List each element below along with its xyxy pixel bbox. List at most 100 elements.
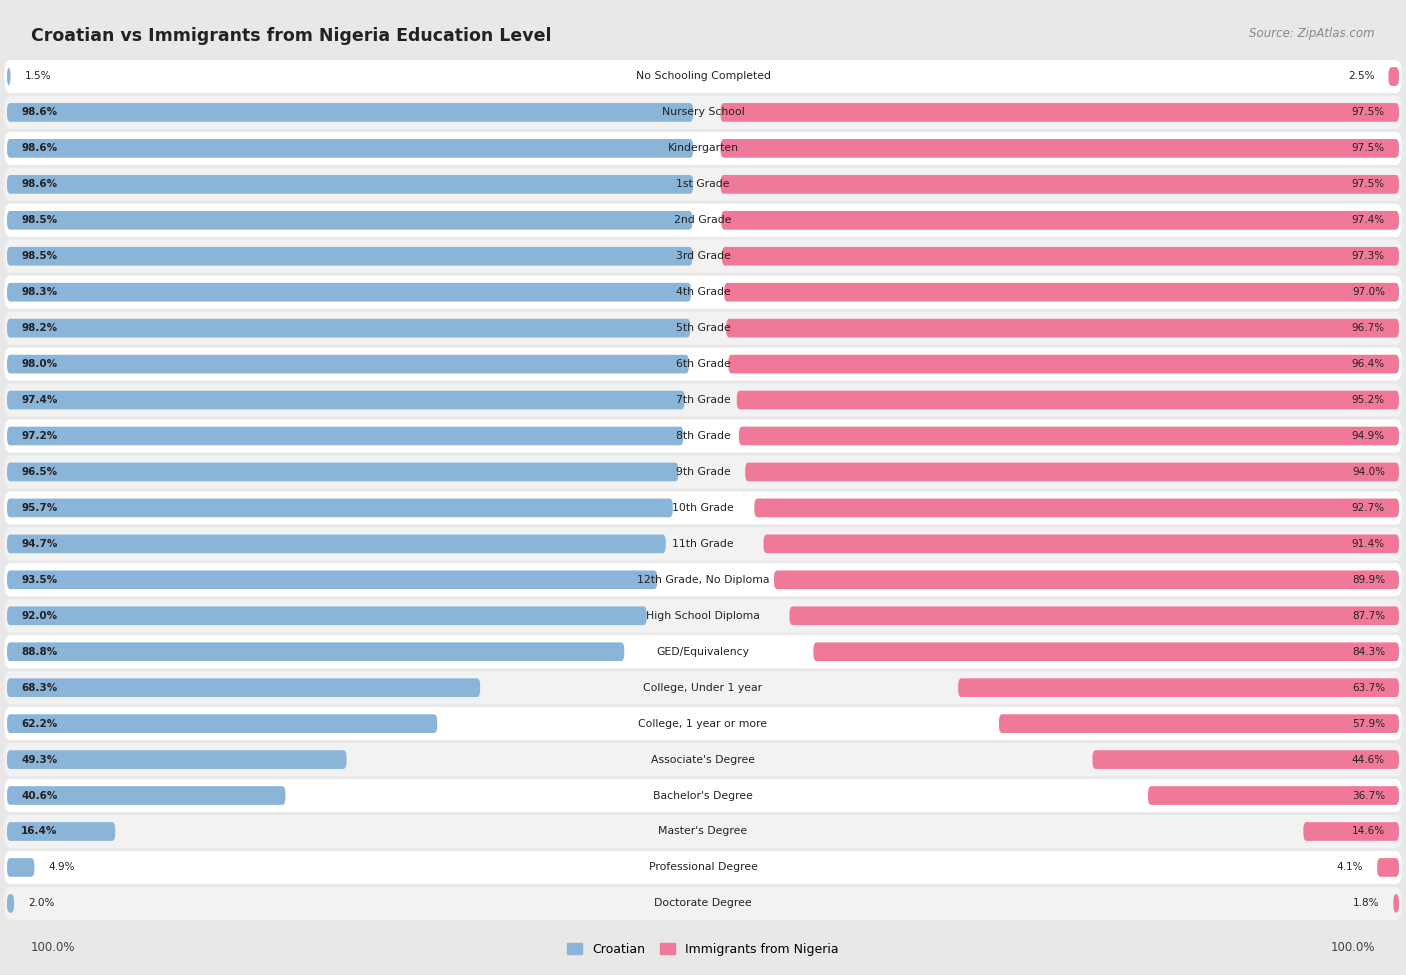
FancyBboxPatch shape	[4, 743, 1402, 776]
Text: Master's Degree: Master's Degree	[658, 827, 748, 837]
Text: 98.2%: 98.2%	[21, 323, 58, 333]
Text: 11th Grade: 11th Grade	[672, 539, 734, 549]
FancyBboxPatch shape	[740, 427, 1399, 446]
Text: 97.4%: 97.4%	[1351, 215, 1385, 225]
FancyBboxPatch shape	[7, 715, 437, 733]
FancyBboxPatch shape	[7, 283, 692, 301]
FancyBboxPatch shape	[4, 96, 1402, 129]
Text: 94.0%: 94.0%	[1353, 467, 1385, 477]
FancyBboxPatch shape	[721, 139, 1399, 158]
FancyBboxPatch shape	[7, 427, 683, 446]
Text: 36.7%: 36.7%	[1351, 791, 1385, 800]
Text: 1.8%: 1.8%	[1353, 898, 1379, 909]
FancyBboxPatch shape	[7, 462, 678, 482]
Text: 84.3%: 84.3%	[1351, 646, 1385, 657]
FancyBboxPatch shape	[775, 570, 1399, 589]
Text: 98.6%: 98.6%	[21, 107, 58, 117]
FancyBboxPatch shape	[959, 679, 1399, 697]
Text: 98.6%: 98.6%	[21, 179, 58, 189]
Text: 12th Grade, No Diploma: 12th Grade, No Diploma	[637, 575, 769, 585]
FancyBboxPatch shape	[4, 851, 1402, 884]
FancyBboxPatch shape	[721, 175, 1399, 194]
Text: GED/Equivalency: GED/Equivalency	[657, 646, 749, 657]
FancyBboxPatch shape	[7, 858, 35, 877]
FancyBboxPatch shape	[4, 455, 1402, 488]
FancyBboxPatch shape	[7, 570, 658, 589]
Text: 97.5%: 97.5%	[1351, 143, 1385, 153]
Text: 96.5%: 96.5%	[21, 467, 58, 477]
FancyBboxPatch shape	[4, 204, 1402, 237]
Text: Kindergarten: Kindergarten	[668, 143, 738, 153]
Text: 96.7%: 96.7%	[1351, 323, 1385, 333]
FancyBboxPatch shape	[4, 347, 1402, 380]
FancyBboxPatch shape	[7, 211, 693, 230]
Text: 14.6%: 14.6%	[1351, 827, 1385, 837]
Text: 16.4%: 16.4%	[21, 827, 58, 837]
Text: 10th Grade: 10th Grade	[672, 503, 734, 513]
Text: 87.7%: 87.7%	[1351, 610, 1385, 621]
Text: 3rd Grade: 3rd Grade	[675, 252, 731, 261]
FancyBboxPatch shape	[745, 462, 1399, 482]
Text: Bachelor's Degree: Bachelor's Degree	[652, 791, 754, 800]
Text: 2nd Grade: 2nd Grade	[675, 215, 731, 225]
FancyBboxPatch shape	[7, 679, 481, 697]
Text: 40.6%: 40.6%	[21, 791, 58, 800]
Text: 97.3%: 97.3%	[1351, 252, 1385, 261]
FancyBboxPatch shape	[7, 822, 115, 840]
Text: 68.3%: 68.3%	[21, 682, 58, 692]
Text: 6th Grade: 6th Grade	[676, 359, 730, 370]
FancyBboxPatch shape	[4, 600, 1402, 633]
FancyBboxPatch shape	[7, 786, 285, 805]
Text: 93.5%: 93.5%	[21, 575, 58, 585]
Text: No Schooling Completed: No Schooling Completed	[636, 71, 770, 82]
Text: 98.5%: 98.5%	[21, 215, 58, 225]
FancyBboxPatch shape	[1389, 67, 1399, 86]
Text: 57.9%: 57.9%	[1351, 719, 1385, 728]
FancyBboxPatch shape	[1378, 858, 1399, 877]
FancyBboxPatch shape	[724, 283, 1399, 301]
Text: 89.9%: 89.9%	[1351, 575, 1385, 585]
FancyBboxPatch shape	[1092, 750, 1399, 769]
FancyBboxPatch shape	[1303, 822, 1399, 840]
FancyBboxPatch shape	[7, 67, 11, 86]
FancyBboxPatch shape	[7, 319, 690, 337]
Text: 2.5%: 2.5%	[1348, 71, 1375, 82]
FancyBboxPatch shape	[7, 750, 347, 769]
Text: 44.6%: 44.6%	[1351, 755, 1385, 764]
FancyBboxPatch shape	[721, 211, 1399, 230]
FancyBboxPatch shape	[7, 894, 14, 913]
FancyBboxPatch shape	[7, 355, 689, 373]
FancyBboxPatch shape	[998, 715, 1399, 733]
Text: High School Diploma: High School Diploma	[647, 610, 759, 621]
Text: 100.0%: 100.0%	[1330, 941, 1375, 955]
FancyBboxPatch shape	[4, 240, 1402, 273]
FancyBboxPatch shape	[790, 606, 1399, 625]
Text: College, 1 year or more: College, 1 year or more	[638, 719, 768, 728]
Text: 95.7%: 95.7%	[21, 503, 58, 513]
FancyBboxPatch shape	[4, 383, 1402, 416]
Text: 98.5%: 98.5%	[21, 252, 58, 261]
Text: 4.9%: 4.9%	[48, 863, 75, 873]
Text: 4.1%: 4.1%	[1337, 863, 1364, 873]
Text: 92.0%: 92.0%	[21, 610, 58, 621]
Text: 88.8%: 88.8%	[21, 646, 58, 657]
FancyBboxPatch shape	[1393, 894, 1399, 913]
FancyBboxPatch shape	[4, 491, 1402, 525]
FancyBboxPatch shape	[754, 498, 1399, 518]
FancyBboxPatch shape	[4, 671, 1402, 704]
Text: 91.4%: 91.4%	[1351, 539, 1385, 549]
FancyBboxPatch shape	[4, 779, 1402, 812]
Text: 49.3%: 49.3%	[21, 755, 58, 764]
FancyBboxPatch shape	[4, 276, 1402, 309]
Text: College, Under 1 year: College, Under 1 year	[644, 682, 762, 692]
Text: 4th Grade: 4th Grade	[676, 288, 730, 297]
Text: 94.7%: 94.7%	[21, 539, 58, 549]
Text: 97.5%: 97.5%	[1351, 179, 1385, 189]
FancyBboxPatch shape	[4, 635, 1402, 668]
Legend: Croatian, Immigrants from Nigeria: Croatian, Immigrants from Nigeria	[562, 938, 844, 961]
FancyBboxPatch shape	[4, 419, 1402, 452]
Text: 92.7%: 92.7%	[1351, 503, 1385, 513]
FancyBboxPatch shape	[7, 139, 693, 158]
FancyBboxPatch shape	[725, 319, 1399, 337]
FancyBboxPatch shape	[4, 132, 1402, 165]
